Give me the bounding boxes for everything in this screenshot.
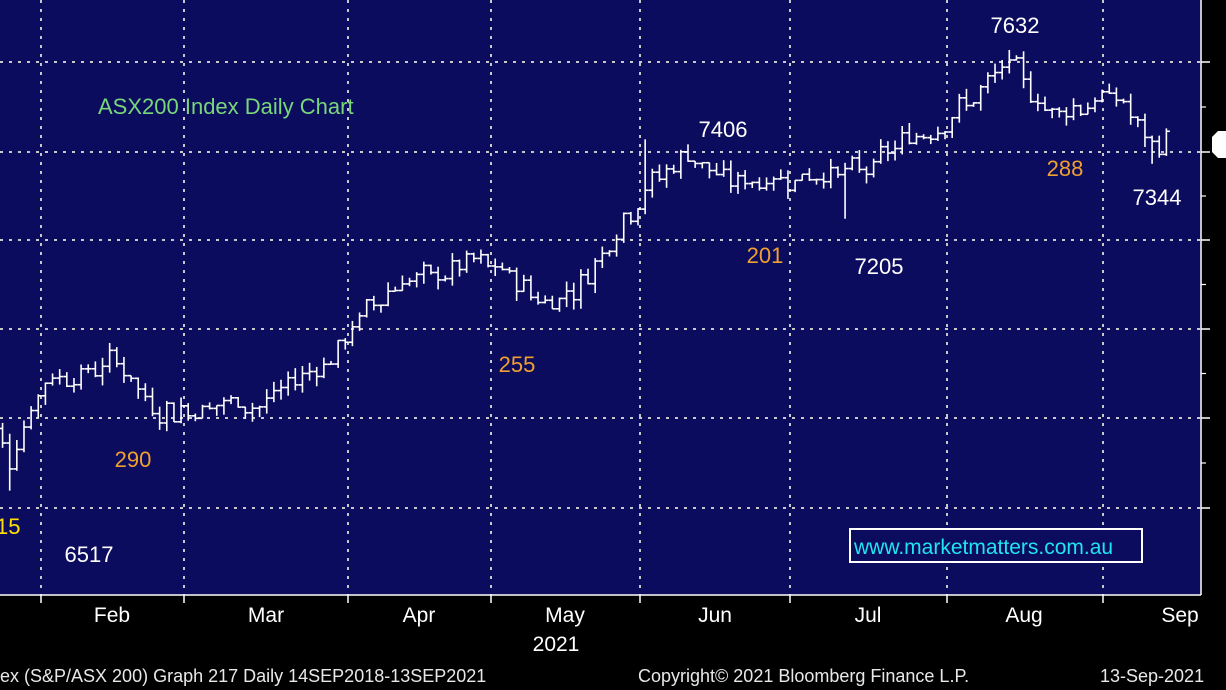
footer-copyright: Copyright© 2021 Bloomberg Finance L.P. [638,666,970,686]
footer-source: ex (S&P/ASX 200) Graph 217 Daily 14SEP20… [0,666,487,686]
chart-title: ASX200 Index Daily Chart [98,94,354,119]
x-year-label: 2021 [533,633,580,656]
x-tick-label-aug: Aug [1005,604,1042,627]
grid-lines [0,0,1201,595]
annotation-15: 15 [0,514,20,539]
x-tick-marks [40,595,1104,603]
annotation-7205: 7205 [855,254,904,279]
footer-date: 13-Sep-2021 [1100,666,1205,686]
price-bars [0,50,1170,491]
annotation-201: 201 [747,243,784,268]
annotation-7406: 7406 [699,117,748,142]
watermark-box [849,528,1143,563]
plot-background [0,0,1201,595]
annotation-7344: 7344 [1133,185,1182,210]
annotation-255: 255 [499,352,536,377]
annotation-290: 290 [115,447,152,472]
axis-area-background [0,595,1226,664]
x-tick-label-feb: Feb [94,604,130,627]
annotation-7632: 7632 [991,13,1040,38]
x-tick-label-jul: Jul [855,604,882,627]
x-tick-label-sep: Sep [1161,604,1198,627]
annotations: 7632 7406 7205 7344 6517 290 255 201 288 15 [0,13,1181,567]
right-axis-background [1201,0,1226,595]
x-tick-label-apr: Apr [403,604,436,627]
annotation-6517: 6517 [65,542,114,567]
x-tick-label-jun: Jun [698,604,732,627]
watermark-text: www.marketmatters.com.au [853,536,1113,559]
last-price-marker [1212,131,1226,158]
x-tick-label-mar: Mar [248,604,284,627]
y-tick-marks [1201,61,1210,509]
annotation-288: 288 [1047,156,1084,181]
x-tick-label-may: May [545,604,585,627]
